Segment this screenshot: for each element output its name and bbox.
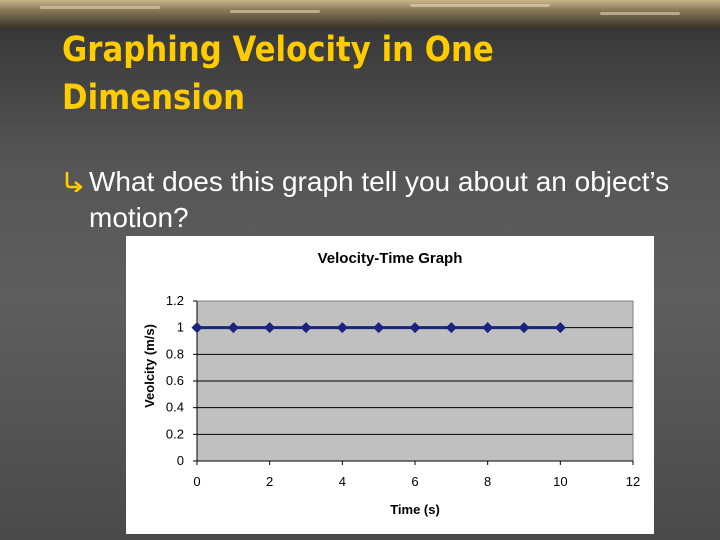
data-point-marker <box>518 322 530 334</box>
texture-streak <box>230 10 320 13</box>
y-axis-label: Veolcity (m/s) <box>142 324 157 408</box>
top-texture-band <box>0 0 720 28</box>
data-point-marker <box>300 322 312 334</box>
plot-area: 0 2 4 6 8 10 12 0 0.2 0.4 0.6 0.8 1 1.2 <box>166 293 640 489</box>
data-point-marker <box>336 322 348 334</box>
y-tick-label: 0.2 <box>166 426 184 441</box>
data-point-marker <box>482 322 494 334</box>
y-tick-label: 1 <box>177 320 184 335</box>
arrow-bullet-icon <box>65 171 83 192</box>
texture-streak <box>600 12 680 15</box>
data-point-marker <box>373 322 385 334</box>
y-tick-label: 0.8 <box>166 346 184 361</box>
x-tick-label: 2 <box>266 474 273 489</box>
x-tick-label: 0 <box>193 474 200 489</box>
texture-streak <box>40 6 160 9</box>
data-point-marker <box>409 322 421 334</box>
x-tick-label: 12 <box>626 474 640 489</box>
x-tick-label: 8 <box>484 474 491 489</box>
x-axis-label: Time (s) <box>390 502 440 517</box>
y-tick-label: 1.2 <box>166 293 184 308</box>
bullet-text: What does this graph tell you about an o… <box>89 166 670 233</box>
velocity-time-chart: Velocity-Time Graph Time (s) Veolcity (m… <box>126 236 654 534</box>
y-tick-label: 0.6 <box>166 373 184 388</box>
texture-streak <box>410 4 550 7</box>
data-point-marker <box>264 322 276 334</box>
x-tick-label: 6 <box>411 474 418 489</box>
y-tick-label: 0 <box>177 453 184 468</box>
data-point-marker <box>445 322 457 334</box>
chart-svg: Velocity-Time Graph Time (s) Veolcity (m… <box>142 250 640 517</box>
x-tick-label: 10 <box>553 474 567 489</box>
data-point-marker <box>227 322 239 334</box>
slide-title: Graphing Velocity in One Dimension <box>62 30 494 118</box>
chart-title: Velocity-Time Graph <box>318 250 463 267</box>
data-point-marker <box>554 322 566 334</box>
x-tick-label: 4 <box>339 474 346 489</box>
y-tick-label: 0.4 <box>166 400 184 415</box>
data-point-marker <box>191 322 203 334</box>
